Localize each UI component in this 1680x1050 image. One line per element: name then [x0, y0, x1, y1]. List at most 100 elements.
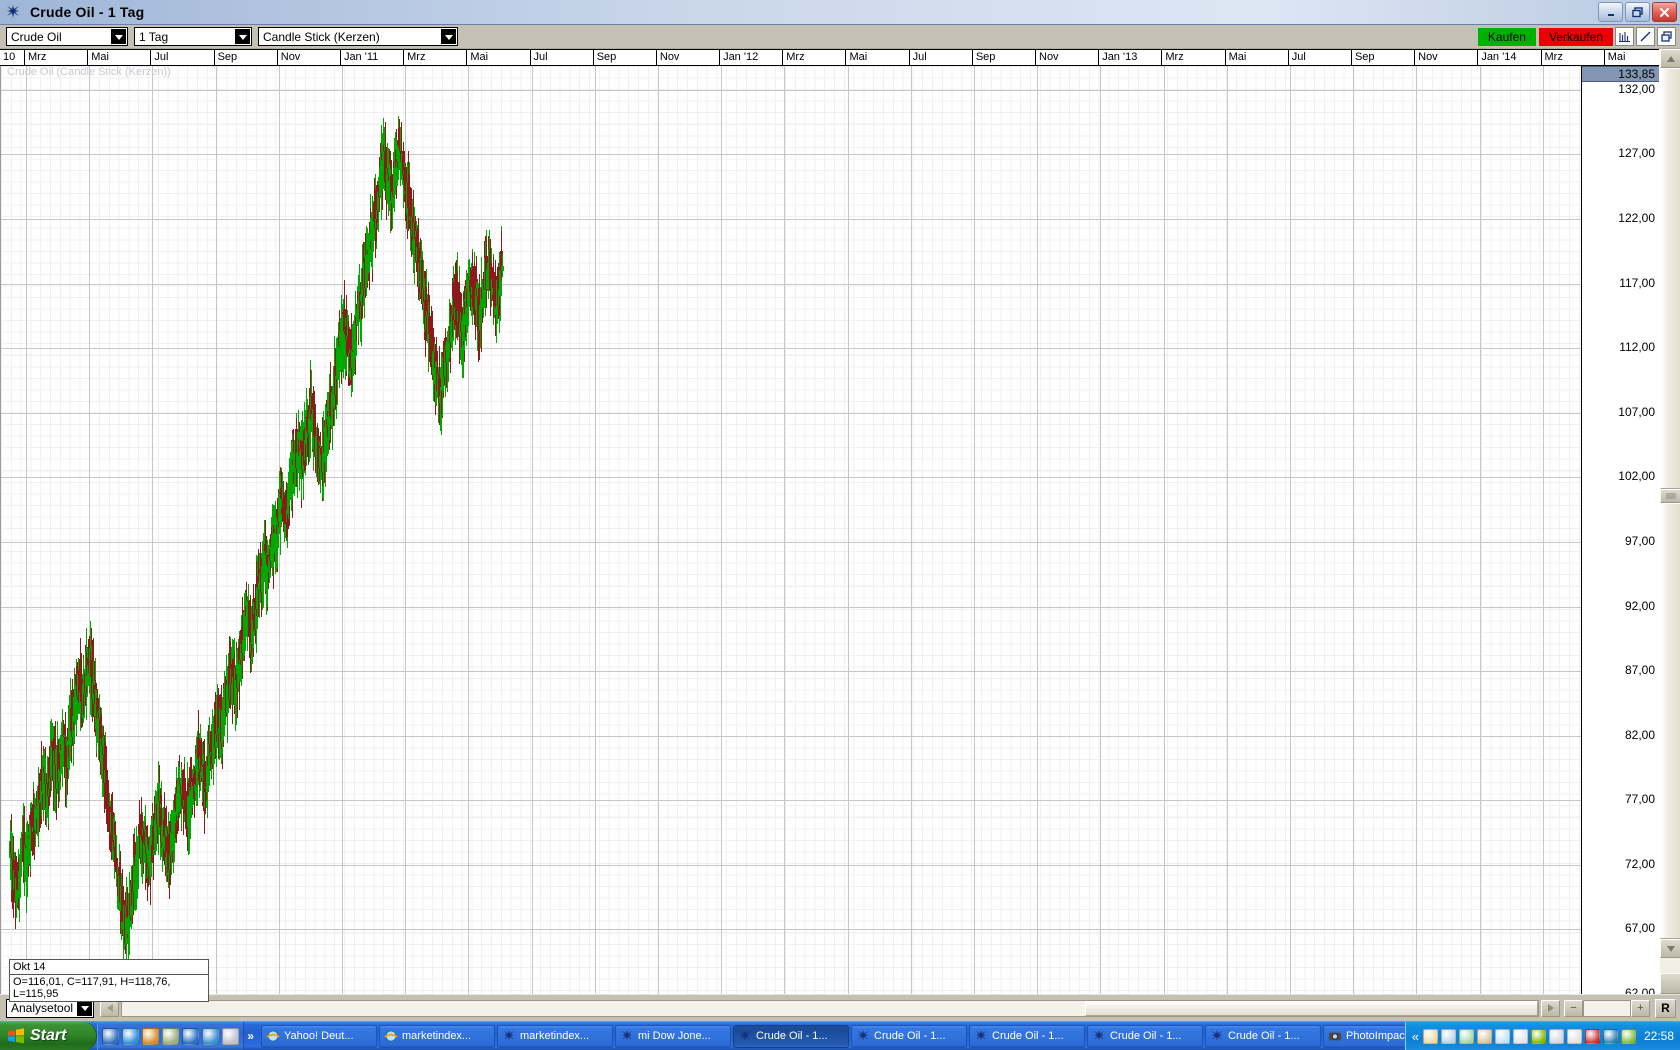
taskbar-button[interactable]: Yahoo! Deut...	[261, 1024, 378, 1048]
chart-app-icon	[503, 1029, 515, 1042]
taskbar-task-list: Yahoo! Deut... marketindex... marketindex.…	[261, 1024, 1405, 1048]
reset-button[interactable]: R	[1655, 998, 1676, 1018]
candle-wick	[432, 368, 434, 402]
date-axis-tick: Mai	[1605, 50, 1659, 65]
horizontal-scroll-track[interactable]	[121, 999, 1539, 1017]
player-icon[interactable]	[182, 1027, 200, 1045]
recycle-icon[interactable]	[1530, 1028, 1546, 1044]
zoom-in-button[interactable]: +	[1631, 999, 1650, 1017]
chevron-down-icon[interactable]	[235, 29, 250, 44]
printer-icon[interactable]	[1566, 1028, 1582, 1044]
zoom-slider[interactable]	[1583, 999, 1631, 1017]
internet-explorer-icon[interactable]	[122, 1027, 140, 1045]
updater-icon[interactable]	[1602, 1028, 1618, 1044]
monitor-icon[interactable]	[1512, 1028, 1528, 1044]
taskbar-button[interactable]: mi Dow Jone...	[615, 1024, 732, 1048]
date-axis-tick: Mrz	[1542, 50, 1605, 65]
clipboard-icon[interactable]	[1422, 1028, 1438, 1044]
date-axis: 10 Mrz Mai Jul Sep Nov Jan '11 Mrz Mai Jul Sep Nov J…	[0, 49, 1659, 66]
graph-icon[interactable]	[1620, 1028, 1636, 1044]
price-axis-tick: 87,00	[1624, 663, 1655, 678]
network-icon[interactable]	[1458, 1028, 1474, 1044]
date-axis-tick: Sep	[594, 50, 657, 65]
taskbar-button[interactable]: marketindex...	[379, 1024, 496, 1048]
date-axis-tick: Jul	[151, 50, 215, 65]
candle-body	[115, 858, 119, 867]
candle-body	[396, 140, 400, 159]
date-axis-tick: Mai	[1226, 50, 1289, 65]
candle-wick	[436, 350, 438, 372]
speaker-icon[interactable]	[1548, 1028, 1564, 1044]
minor-gridlines	[1, 66, 1581, 994]
candle-body	[318, 457, 322, 469]
candle-wick	[446, 354, 448, 393]
media-icon[interactable]	[142, 1027, 160, 1045]
taskbar-button[interactable]: Crude Oil - 1...	[851, 1024, 968, 1048]
quicklaunch-overflow-chevron[interactable]: »	[247, 1029, 255, 1043]
minimize-button[interactable]	[1598, 2, 1623, 22]
vertical-scroll-thumb-lower[interactable]	[1660, 503, 1680, 939]
analysetool-select[interactable]: Analysetool	[6, 998, 94, 1018]
buy-button[interactable]: Kaufen	[1477, 27, 1536, 46]
chevron-down-icon[interactable]	[111, 29, 126, 44]
camera-icon[interactable]	[222, 1027, 240, 1045]
hand-icon[interactable]	[162, 1027, 180, 1045]
chevron-down-icon[interactable]	[77, 1000, 92, 1016]
vertical-scrollbar[interactable]	[1659, 49, 1680, 994]
trendline-icon[interactable]	[1636, 27, 1655, 46]
chevron-down-icon[interactable]	[441, 29, 456, 44]
scroll-left-button[interactable]	[100, 999, 119, 1017]
bar-chart-icon[interactable]	[1615, 27, 1634, 46]
candle-wick	[31, 823, 33, 847]
sell-button[interactable]: Verkaufen	[1538, 27, 1613, 46]
instrument-select[interactable]: Crude Oil	[6, 27, 128, 46]
candle-body	[136, 853, 140, 870]
taskbar-button[interactable]: PhotoImpact	[1323, 1024, 1405, 1048]
shield-icon[interactable]	[1476, 1028, 1492, 1044]
zoom-out-button[interactable]: −	[1564, 999, 1583, 1017]
ie-icon[interactable]	[1494, 1028, 1510, 1044]
chart-app-icon	[1093, 1029, 1105, 1042]
key-icon[interactable]	[1440, 1028, 1456, 1044]
refresh-icon[interactable]	[202, 1027, 220, 1045]
taskbar-button-label: marketindex...	[520, 1030, 590, 1042]
vertical-scroll-grip[interactable]	[1660, 489, 1680, 503]
chart-plot-area[interactable]: Crude Oil (Candle Stick (Kerzen))	[1, 66, 1607, 994]
start-button[interactable]: Start	[0, 1021, 98, 1050]
taskbar-button[interactable]: Crude Oil - 1...	[1087, 1024, 1204, 1048]
candle-wick	[138, 833, 140, 890]
tray-expand-chevron[interactable]: «	[1411, 1028, 1419, 1044]
chart-app-icon	[2, 1, 24, 23]
charttype-select[interactable]: Candle Stick (Kerzen)	[258, 27, 458, 46]
chart-panel[interactable]: Crude Oil (Candle Stick (Kerzen))	[0, 66, 1659, 994]
taskbar-button[interactable]: Crude Oil - 1...	[733, 1024, 850, 1048]
close-button[interactable]	[1652, 2, 1677, 22]
chart-app-icon	[857, 1029, 869, 1042]
scroll-up-button[interactable]	[1660, 49, 1680, 68]
cascade-windows-icon[interactable]	[1657, 27, 1676, 46]
scroll-down-button[interactable]	[1660, 939, 1680, 958]
analysetool-value: Analysetool	[11, 1001, 74, 1015]
date-axis-tick: Sep	[973, 50, 1036, 65]
horizontal-scroll-thumb[interactable]	[1084, 1000, 1538, 1016]
date-axis-tick: Nov	[1036, 50, 1100, 65]
windows-logo-icon	[8, 1028, 24, 1044]
taskbar-button[interactable]: Crude Oil - 1...	[1205, 1024, 1322, 1048]
zoom-control[interactable]: − +	[1564, 999, 1650, 1017]
taskbar-button[interactable]: marketindex...	[497, 1024, 614, 1048]
antivirus-icon[interactable]	[1584, 1028, 1600, 1044]
vertical-scroll-end-button[interactable]	[1660, 973, 1680, 994]
price-axis[interactable]: 133,85 132,00 127,00 122,00 117,00 112,00 107,…	[1581, 66, 1659, 1000]
price-axis-tick: 92,00	[1624, 598, 1655, 613]
taskbar-button-label: mi Dow Jone...	[638, 1030, 711, 1042]
restore-button[interactable]	[1625, 2, 1650, 22]
candle-wick	[445, 345, 447, 397]
taskbar-clock[interactable]: 22:58	[1643, 1029, 1674, 1043]
interval-select[interactable]: 1 Tag	[134, 27, 252, 46]
vertical-scroll-thumb-upper[interactable]	[1660, 68, 1680, 489]
scroll-right-button[interactable]	[1541, 999, 1560, 1017]
window-titlebar: Crude Oil - 1 Tag	[0, 0, 1680, 25]
ie-shortcut-icon[interactable]	[102, 1027, 120, 1045]
taskbar-button[interactable]: Crude Oil - 1...	[969, 1024, 1086, 1048]
date-axis-tick: Jul	[910, 50, 973, 65]
